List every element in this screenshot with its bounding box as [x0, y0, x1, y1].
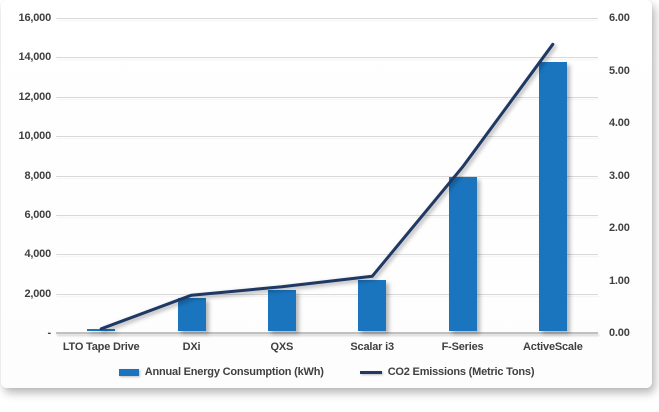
plot-area [56, 18, 598, 334]
bar-f-series [448, 177, 477, 331]
right-axis-tick-label: 6.00 [609, 12, 630, 24]
category-label-activescale: ActiveScale [523, 341, 583, 353]
gridline [56, 214, 598, 216]
left-axis-tick-label: 2,000 [24, 287, 51, 300]
left-axis-tick-label: 14,000 [18, 51, 52, 64]
x-axis-line [56, 332, 598, 334]
gridline [56, 18, 598, 19]
legend-label-co2: CO2 Emissions (Metric Tons) [387, 366, 535, 378]
left-axis-tick-label: 12,000 [18, 90, 52, 103]
left-axis-tick-label: 16,000 [18, 12, 52, 24]
legend-label-energy: Annual Energy Consumption (kWh) [144, 366, 324, 378]
left-axis-tick-label: 4,000 [24, 248, 51, 261]
energy-bar-swatch-icon [118, 368, 139, 376]
category-label-lto-tape-drive: LTO Tape Drive [62, 341, 140, 353]
bar-qxs [267, 289, 296, 331]
left-axis-tick-label: 8,000 [24, 169, 51, 182]
gridline [56, 96, 598, 98]
co2-line-swatch-icon [359, 370, 382, 374]
combo-chart: - 2,000 4,000 6,000 8,000 10,000 12,000 14,000 1… [1, 0, 652, 388]
right-axis-tick-label: 5.00 [609, 64, 630, 77]
category-label-scalar-i3: Scalar i3 [350, 341, 394, 353]
gridline [56, 57, 598, 59]
co2-emissions-line [99, 42, 555, 331]
category-label-f-series: F-Series [441, 341, 484, 353]
category-label-qxs: QXS [270, 341, 294, 353]
category-label-dxi: DXi [182, 341, 201, 353]
gridline [56, 254, 598, 256]
co2-line-layer [99, 42, 555, 331]
left-axis-tick-label: - [47, 327, 52, 339]
left-axis-tick-label: 6,000 [24, 208, 51, 221]
right-axis-tick-label: 3.00 [609, 169, 630, 182]
bar-dxi [177, 297, 206, 331]
right-axis-tick-label: 4.00 [609, 117, 630, 129]
left-axis-tick-label: 10,000 [18, 130, 52, 143]
bar-scalar-i3 [358, 279, 387, 331]
gridline [56, 136, 598, 138]
bar-activescale [538, 62, 567, 331]
gridline [56, 175, 598, 177]
gridline [56, 293, 598, 295]
right-axis-tick-label: 2.00 [609, 222, 630, 234]
legend-item-energy: Annual Energy Consumption (kWh) [118, 366, 324, 378]
legend-item-co2: CO2 Emissions (Metric Tons) [359, 366, 535, 378]
right-axis-tick-label: 1.00 [609, 274, 630, 287]
right-axis-tick-label: 0.00 [609, 327, 630, 339]
legend: Annual Energy Consumption (kWh) CO2 Emis… [1, 366, 652, 378]
